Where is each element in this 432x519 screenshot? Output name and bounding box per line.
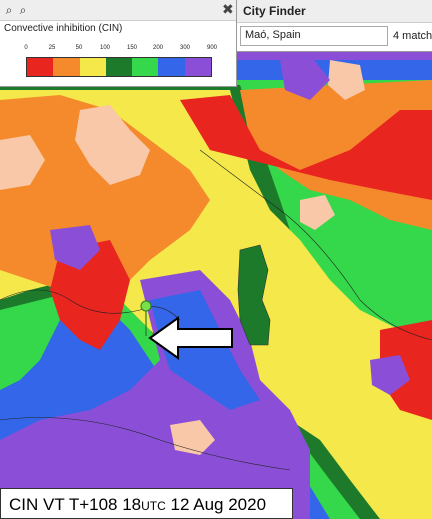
map-blob-purple-2 xyxy=(280,55,330,100)
map-blob-purple-3 xyxy=(370,355,410,395)
map-coastline-east xyxy=(199,149,432,341)
map-patch-pink-3 xyxy=(170,420,215,455)
legend-title: Convective inhibition (CIN) xyxy=(4,23,123,34)
map-patch-pink-5 xyxy=(328,60,365,100)
map-region-orange-east xyxy=(240,80,432,230)
map-patch-pink-4 xyxy=(300,195,335,230)
caption-prefix: CIN VT T+108 18 xyxy=(9,495,142,514)
legend-ticks: 0 25 50 100 150 200 300 900 xyxy=(24,45,217,55)
map-blob-purple-1 xyxy=(50,225,100,270)
map-island-corsica-sardinia xyxy=(237,244,271,346)
legend-tick: 50 xyxy=(75,45,83,51)
city-finder-header: City Finder xyxy=(237,0,432,23)
legend-tick: 100 xyxy=(99,45,110,51)
map-patch-pink-1 xyxy=(75,105,150,185)
close-icon[interactable]: ✖ xyxy=(222,2,234,18)
legend-swatch xyxy=(184,58,211,76)
city-match-count: 4 matche xyxy=(393,30,432,42)
legend-tick: 25 xyxy=(48,45,56,51)
legend-tick: 200 xyxy=(152,45,163,51)
legend-swatch xyxy=(27,58,54,76)
caption-utc: UTC xyxy=(141,499,166,513)
legend-color-bar xyxy=(26,57,212,77)
map-region-red-iberia xyxy=(50,240,130,350)
map-region-red-north xyxy=(180,95,432,200)
legend-swatch xyxy=(132,58,159,76)
legend-tick: 300 xyxy=(179,45,190,51)
legend-swatch xyxy=(158,58,185,76)
city-finder-title: City Finder xyxy=(243,4,306,18)
location-pin-icon[interactable] xyxy=(140,300,152,312)
zoom-out-icon[interactable]: ⌕ xyxy=(19,3,27,17)
caption-text: CIN VT T+108 18UTC 12 Aug 2020 xyxy=(9,495,266,515)
legend-swatch xyxy=(79,58,106,76)
legend-tick: 0 xyxy=(24,45,28,51)
city-search-input[interactable]: Maó, Spain xyxy=(240,26,388,46)
map-coastline-west xyxy=(0,289,181,321)
map-region-orange-west xyxy=(0,95,210,300)
annotation-arrow-icon xyxy=(148,316,233,360)
map-patch-pink-2 xyxy=(0,135,45,190)
legend-swatch xyxy=(53,58,80,76)
legend-tick: 900 xyxy=(206,45,217,51)
city-finder-panel: City Finder Maó, Spain 4 matche xyxy=(237,0,432,52)
forecast-caption: CIN VT T+108 18UTC 12 Aug 2020 xyxy=(0,488,293,519)
legend-tick: 150 xyxy=(126,45,137,51)
caption-suffix: 12 Aug 2020 xyxy=(165,495,267,514)
legend-toolbar: ⌕ ⌕ ✖ xyxy=(0,0,236,21)
zoom-in-icon[interactable]: ⌕ xyxy=(5,3,13,17)
legend-swatch xyxy=(105,58,133,76)
map-coastline-south xyxy=(0,417,291,471)
legend-panel: ⌕ ⌕ ✖ Convective inhibition (CIN) 0 25 5… xyxy=(0,0,237,87)
